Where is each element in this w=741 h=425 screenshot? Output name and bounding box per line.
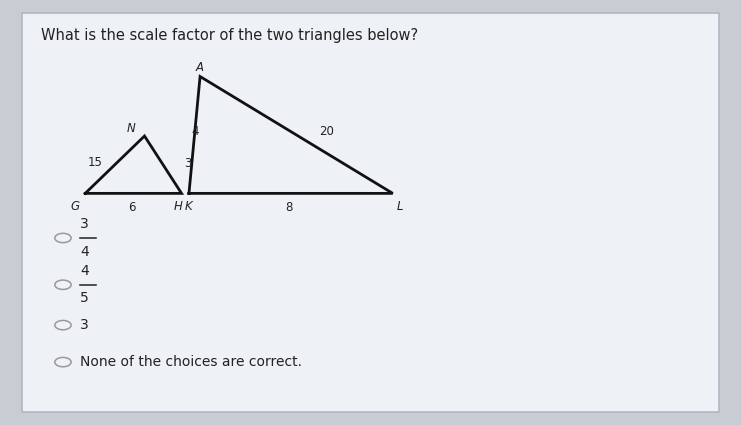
Text: 4: 4 xyxy=(191,125,199,138)
Text: 8: 8 xyxy=(285,201,293,214)
Text: 6: 6 xyxy=(128,201,136,214)
Text: 3: 3 xyxy=(80,218,89,231)
Text: K: K xyxy=(185,200,193,212)
Text: H: H xyxy=(174,200,183,212)
Text: None of the choices are correct.: None of the choices are correct. xyxy=(80,355,302,369)
Text: 5: 5 xyxy=(80,292,89,305)
Text: 3: 3 xyxy=(184,157,191,170)
Text: A: A xyxy=(196,61,204,74)
Text: L: L xyxy=(397,200,403,212)
Text: G: G xyxy=(70,200,79,212)
Text: 4: 4 xyxy=(80,264,89,278)
Text: 20: 20 xyxy=(319,125,333,138)
Text: 15: 15 xyxy=(87,156,102,169)
Text: 4: 4 xyxy=(80,245,89,258)
Text: What is the scale factor of the two triangles below?: What is the scale factor of the two tria… xyxy=(41,28,418,42)
Text: 3: 3 xyxy=(80,318,89,332)
Text: N: N xyxy=(127,122,136,135)
